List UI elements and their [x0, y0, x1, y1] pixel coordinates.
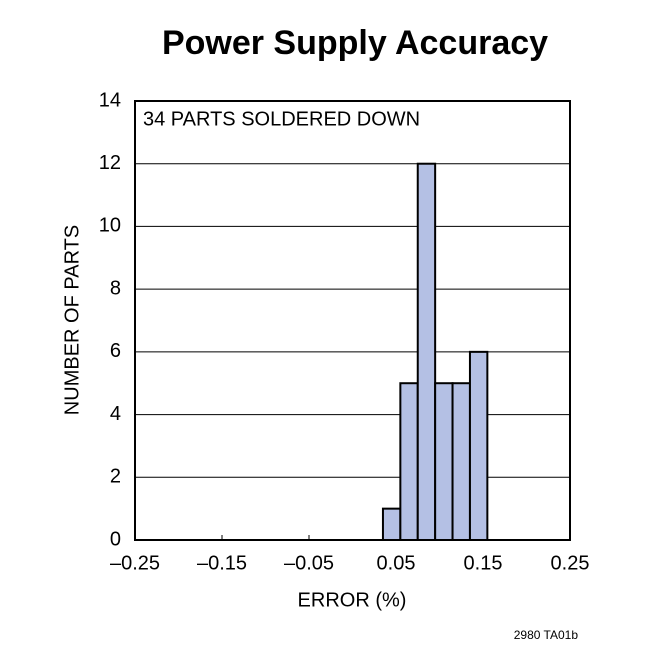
bar: [468, 350, 489, 541]
y-tick-label: 4: [110, 403, 121, 425]
chart-title: Power Supply Accuracy: [162, 24, 548, 62]
y-tick-label: 12: [99, 152, 121, 174]
x-axis-label: ERROR (%): [298, 589, 407, 611]
x-tick-label: 0.15: [464, 552, 503, 574]
bar: [381, 507, 402, 541]
y-tick-label: 10: [99, 215, 121, 237]
bar: [399, 382, 419, 542]
y-tick-label: 14: [99, 89, 121, 111]
x-tick-label: 0.25: [551, 552, 590, 574]
x-tick-label: –0.05: [284, 552, 334, 574]
bar: [416, 162, 437, 541]
x-tick-label: 0.05: [377, 552, 416, 574]
x-tick-label: –0.15: [197, 552, 247, 574]
x-tick-label: –0.25: [110, 552, 160, 574]
y-axis-label: NUMBER OF PARTS: [61, 225, 83, 415]
footnote: 2980 TA01b: [514, 628, 579, 642]
y-tick-label: 8: [110, 277, 121, 299]
y-tick-label: 2: [110, 466, 121, 488]
y-tick-label: 0: [110, 528, 121, 550]
plot-frame: [134, 100, 571, 541]
y-tick-label: 6: [110, 340, 121, 362]
annotation: 34 PARTS SOLDERED DOWN: [143, 108, 420, 130]
bar: [451, 382, 471, 542]
bar: [434, 382, 454, 542]
